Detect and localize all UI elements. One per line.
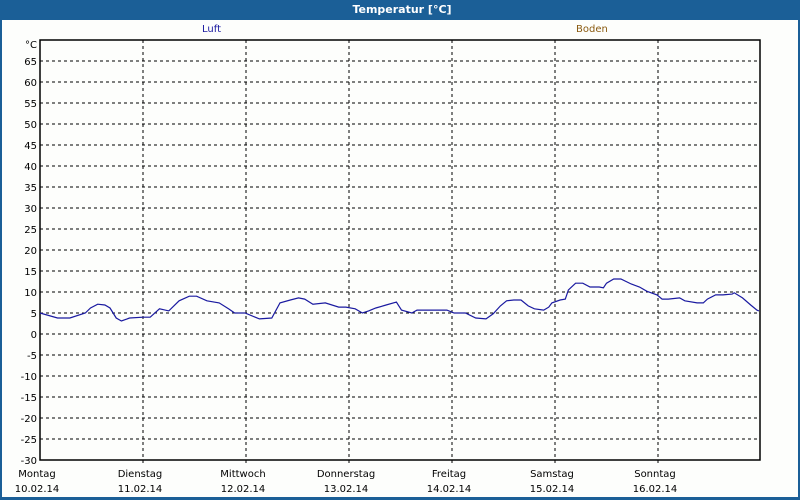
- y-tick-label: 55: [24, 99, 37, 110]
- y-axis-unit: °C: [25, 40, 37, 51]
- y-tick-label: 50: [24, 120, 37, 131]
- y-tick-label: -5: [27, 351, 37, 362]
- x-tick-date: 15.02.14: [530, 484, 575, 495]
- y-tick-label: 60: [24, 78, 37, 89]
- x-tick-day: Sonntag: [634, 469, 676, 480]
- y-tick-label: 35: [24, 183, 37, 194]
- y-tick-label: 40: [24, 162, 37, 173]
- y-tick-label: 45: [24, 141, 37, 152]
- y-tick-label: 65: [24, 57, 37, 68]
- y-tick-label: 5: [31, 309, 37, 320]
- x-tick-day: Montag: [18, 469, 55, 480]
- legend-luft[interactable]: Luft: [202, 24, 221, 35]
- plot-frame: [39, 39, 761, 461]
- y-tick-label: 15: [24, 267, 37, 278]
- x-tick-day: Donnerstag: [317, 469, 375, 480]
- y-axis: °C65605550454035302520151050-5-10-15-20-…: [21, 40, 37, 467]
- legend-boden[interactable]: Boden: [576, 24, 608, 35]
- y-tick-label: -30: [21, 456, 37, 467]
- y-tick-label: -15: [21, 393, 37, 404]
- x-axis: Montag 10.02.14 Dienstag 11.02.14 Mittwoch 12…: [15, 469, 678, 495]
- y-tick-label: 25: [24, 225, 37, 236]
- y-tick-label: -25: [21, 435, 37, 446]
- grid-lines: [40, 40, 760, 465]
- window-title: Temperatur [°C]: [2, 0, 800, 20]
- series-line-luft: [39, 278, 760, 322]
- x-tick-day: Mittwoch: [220, 469, 265, 480]
- y-tick-label: -20: [21, 414, 37, 425]
- y-tick-label: 20: [24, 246, 37, 257]
- x-tick-date: 16.02.14: [633, 484, 678, 495]
- x-tick-day: Dienstag: [118, 469, 163, 480]
- x-tick-day: Samstag: [530, 469, 574, 480]
- y-tick-label: 10: [24, 288, 37, 299]
- x-tick-day: Freitag: [432, 469, 466, 480]
- x-tick-date: 13.02.14: [324, 484, 369, 495]
- x-tick-date: 12.02.14: [221, 484, 266, 495]
- y-tick-label: 30: [24, 204, 37, 215]
- x-tick-date: 10.02.14: [15, 484, 60, 495]
- y-tick-label: -10: [21, 372, 37, 383]
- x-tick-date: 11.02.14: [118, 484, 163, 495]
- x-tick-date: 14.02.14: [427, 484, 472, 495]
- y-tick-label: 0: [31, 330, 37, 341]
